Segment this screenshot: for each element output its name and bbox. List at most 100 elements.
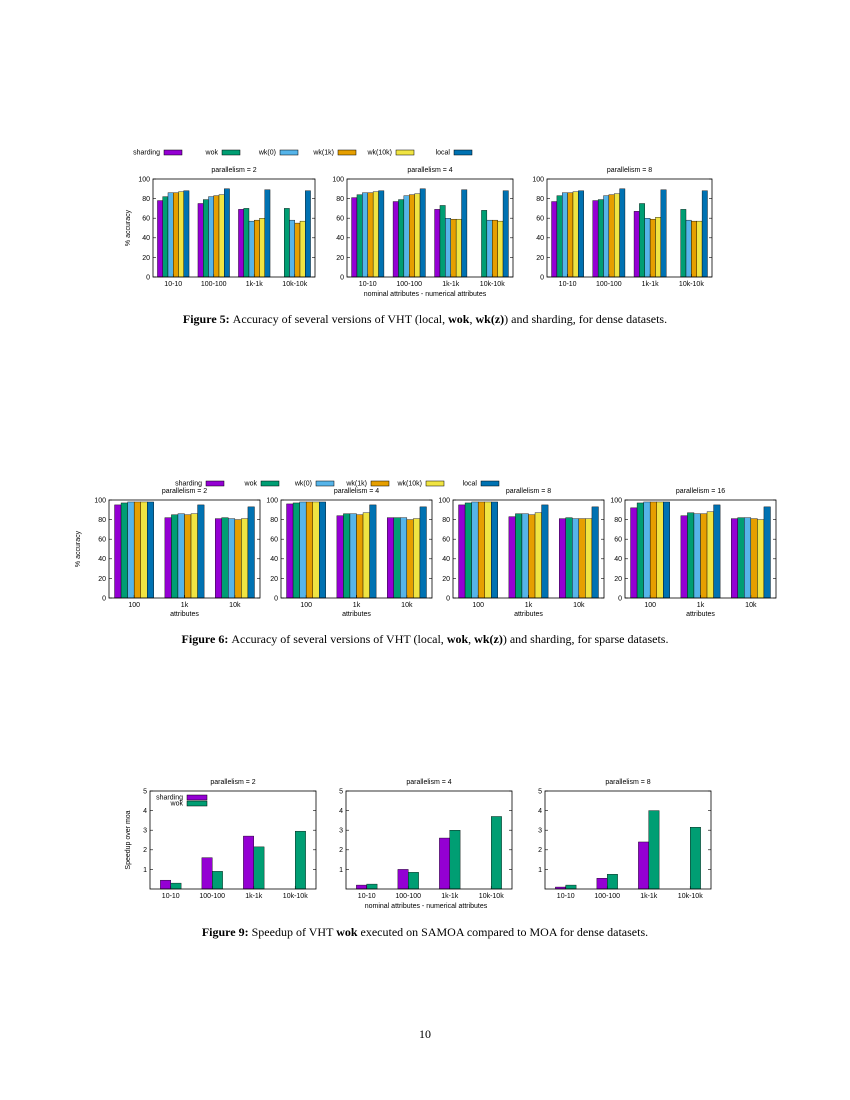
y-tick-label: 4 [143, 808, 147, 815]
bar [289, 219, 295, 278]
x-tick-label: 1k-1k [246, 281, 264, 288]
y-tick-label: 5 [538, 788, 542, 795]
legend-swatch [260, 480, 280, 487]
bar [398, 199, 405, 278]
caption-text: Accuracy of several versions of VHT (loc… [232, 312, 449, 326]
bar [286, 503, 294, 599]
bar [450, 218, 457, 278]
bar [259, 217, 265, 278]
bar [403, 195, 410, 278]
y-tick-label: 1 [339, 867, 343, 874]
bar [648, 810, 660, 890]
bar [691, 220, 697, 278]
caption-text: wok [336, 925, 358, 939]
caption-text: ) and sharding, for sparse datasets. [502, 632, 669, 646]
chart-panel: parallelism = 8 0 20 40 60 80 100 10-10 100-100 1… [532, 167, 713, 288]
bar [114, 504, 122, 599]
x-axis-label: attributes [342, 611, 371, 618]
caption-text: , [468, 632, 475, 646]
x-tick-label: 1k [525, 602, 533, 609]
bar [312, 501, 320, 599]
bar [392, 201, 399, 278]
bar [238, 209, 244, 278]
y-tick-label: 2 [143, 847, 147, 854]
bar [362, 192, 368, 278]
chart-panel: parallelism = 8 0 20 40 60 80 100 100 1k 10k attri… [438, 488, 605, 618]
plot-frame [345, 790, 513, 890]
y-tick-label: 20 [536, 255, 544, 262]
x-axis-label: attributes [686, 611, 715, 618]
bar [464, 502, 472, 599]
y-tick-label: 0 [146, 274, 150, 281]
chart-panel: parallelism = 4 0 20 40 60 80 100 10-10 100-100 1… [332, 167, 514, 288]
x-tick-label: 10-10 [559, 281, 577, 288]
y-tick-label: 80 [614, 517, 622, 524]
bar [419, 506, 427, 599]
legend-label: sharding [133, 150, 160, 157]
y-tick-label: 80 [270, 517, 278, 524]
bar [556, 195, 563, 278]
bar [458, 504, 466, 599]
bar [596, 878, 608, 890]
x-axis-label: attributes [170, 611, 199, 618]
bar [221, 517, 229, 599]
panel-title: parallelism = 16 [676, 488, 725, 495]
bar [614, 193, 620, 278]
y-tick-label: 100 [94, 497, 106, 504]
bar [213, 195, 220, 278]
bar [559, 518, 566, 599]
bar [693, 513, 701, 599]
x-tick-label: 1k [697, 602, 705, 609]
x-tick-label: 1k-1k [640, 893, 658, 900]
bar [562, 192, 568, 278]
bar [630, 507, 638, 599]
y-tick-label: 0 [102, 595, 106, 602]
bar [643, 501, 651, 599]
bar [619, 188, 626, 278]
legend-label: wk(10k) [396, 481, 422, 488]
plot-frame [152, 178, 316, 278]
bar [171, 514, 179, 599]
caption-text: , [469, 312, 476, 326]
bar [247, 506, 255, 599]
y-tick-label: 40 [98, 556, 106, 563]
legend: sharding wok wk(0) wk(1k) wk(10k) local [133, 149, 473, 157]
y-tick-label: 20 [270, 576, 278, 583]
x-tick-label: 10k-10k [678, 893, 703, 900]
bar [528, 514, 536, 599]
chart-panel: parallelism = 2 0 20 40 60 80 100 100 1k 10k attri… [94, 488, 261, 618]
y-tick-label: 3 [339, 828, 343, 835]
bar [449, 830, 461, 890]
bar [177, 513, 185, 599]
bar [351, 197, 358, 278]
y-tick-label: 100 [332, 176, 344, 183]
bar [484, 501, 492, 599]
bar [157, 200, 163, 278]
bar [644, 217, 651, 278]
bar [508, 516, 516, 599]
bar [243, 208, 250, 278]
bar [393, 517, 401, 599]
legend-label: wk(0) [258, 150, 276, 157]
y-tick-label: 0 [340, 274, 344, 281]
bar [655, 217, 662, 278]
y-tick-label: 100 [610, 497, 622, 504]
x-axis-label: nominal attributes - numerical attribute… [364, 291, 487, 298]
bar [608, 194, 615, 278]
panel-title: parallelism = 2 [210, 779, 255, 786]
bar [497, 220, 504, 278]
legend: sharding wok wk(0) wk(1k) wk(10k) local [175, 480, 500, 488]
figure-6-caption: Figure 6: Accuracy of several versions o… [0, 632, 850, 647]
bar [737, 517, 745, 599]
legend-label: wk(1k) [312, 150, 334, 157]
bar [299, 501, 307, 599]
bar [162, 196, 169, 278]
bar [254, 219, 260, 278]
y-tick-label: 60 [98, 537, 106, 544]
plot-frame [546, 178, 713, 278]
legend-swatch [395, 149, 415, 156]
bar [592, 200, 599, 278]
bar [744, 517, 752, 599]
bar [597, 199, 604, 278]
bar [567, 192, 574, 278]
